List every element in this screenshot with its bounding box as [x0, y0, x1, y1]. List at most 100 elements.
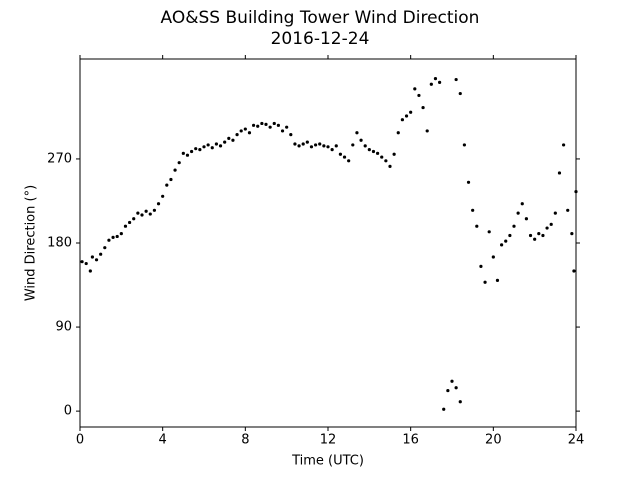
y-axis-label: Wind Direction (°): [24, 185, 39, 301]
point: [260, 121, 264, 126]
point: [84, 261, 88, 266]
y-tick-label: 0: [64, 404, 72, 419]
point: [190, 149, 194, 154]
point: [268, 125, 272, 129]
point: [404, 114, 409, 118]
point: [140, 213, 144, 217]
x-axis-label: Time (UTC): [291, 454, 364, 469]
point: [80, 260, 84, 264]
point: [495, 278, 500, 282]
point: [322, 144, 326, 148]
point: [115, 234, 119, 239]
point: [314, 143, 318, 147]
point: [305, 140, 309, 144]
y-tick-label: 180: [47, 236, 72, 251]
point: [566, 208, 570, 212]
point: [537, 232, 541, 236]
point: [132, 217, 136, 221]
point: [177, 161, 181, 165]
point: [272, 121, 276, 126]
point: [252, 123, 256, 127]
point: [301, 142, 305, 146]
point: [235, 133, 239, 137]
point: [504, 239, 508, 243]
point: [562, 143, 566, 147]
point: [388, 164, 392, 169]
point: [458, 91, 462, 96]
point: [355, 131, 359, 135]
chart-subtitle: 2016-12-24: [271, 29, 370, 49]
point: [376, 151, 380, 155]
point: [99, 252, 103, 256]
point: [533, 237, 537, 241]
point: [549, 222, 553, 226]
point: [123, 224, 128, 228]
point: [392, 152, 396, 156]
x-tick-label: 24: [568, 433, 585, 448]
point: [128, 220, 132, 225]
point: [359, 138, 363, 142]
point: [487, 230, 491, 234]
point: [103, 246, 107, 250]
point: [351, 143, 355, 147]
point: [334, 144, 338, 148]
point: [479, 264, 483, 268]
point: [458, 400, 462, 404]
point: [297, 144, 301, 148]
point: [545, 226, 549, 230]
point: [454, 77, 458, 82]
point: [429, 82, 433, 86]
point: [570, 232, 574, 236]
point: [483, 280, 487, 284]
x-tick-label: 4: [159, 433, 167, 448]
point: [206, 143, 210, 147]
point: [285, 125, 289, 129]
point: [421, 105, 425, 110]
point: [438, 80, 442, 84]
chart-title: AO&SS Building Tower Wind Direction: [161, 8, 480, 28]
point: [528, 233, 533, 238]
point: [347, 159, 351, 163]
point: [161, 194, 165, 198]
point: [446, 388, 450, 393]
point: [198, 147, 202, 152]
x-tick-label: 12: [320, 433, 337, 448]
point: [218, 144, 223, 148]
point: [371, 149, 376, 154]
point: [148, 212, 152, 216]
point: [289, 133, 293, 137]
point: [367, 147, 371, 152]
point: [111, 235, 115, 239]
point: [491, 255, 495, 259]
point: [400, 118, 404, 122]
point: [181, 151, 185, 155]
point: [247, 131, 252, 135]
point: [88, 269, 92, 273]
point: [231, 138, 235, 142]
point: [471, 208, 475, 212]
point: [433, 77, 438, 81]
point: [239, 129, 243, 133]
point: [94, 258, 99, 262]
point: [90, 255, 94, 259]
point: [508, 233, 512, 238]
point: [572, 269, 576, 273]
x-tick-label: 16: [402, 433, 419, 448]
point: [516, 211, 520, 215]
point: [557, 171, 562, 175]
point: [169, 177, 173, 182]
point: [223, 140, 227, 144]
point: [462, 143, 466, 147]
y-tick-label: 90: [55, 320, 72, 335]
x-tick-label: 20: [485, 433, 502, 448]
point: [107, 238, 111, 242]
point: [264, 122, 268, 126]
point: [520, 202, 524, 206]
point: [318, 142, 322, 146]
point: [338, 152, 342, 156]
point: [380, 155, 384, 159]
point: [210, 146, 214, 150]
point: [280, 129, 285, 133]
point: [541, 233, 545, 238]
